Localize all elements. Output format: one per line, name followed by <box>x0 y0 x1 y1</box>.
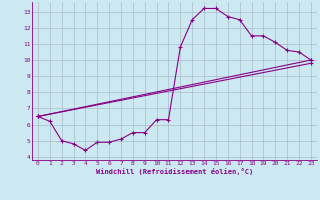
X-axis label: Windchill (Refroidissement éolien,°C): Windchill (Refroidissement éolien,°C) <box>96 168 253 175</box>
